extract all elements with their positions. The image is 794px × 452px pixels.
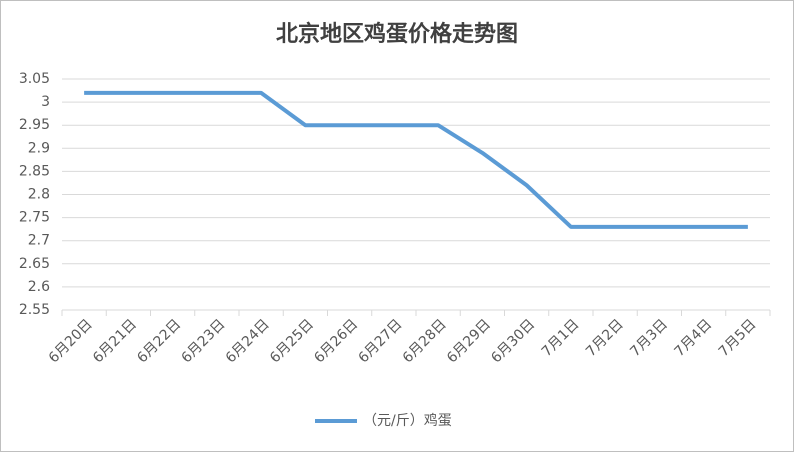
y-tick-label: 2.55 bbox=[19, 302, 50, 318]
chart-title: 北京地区鸡蛋价格走势图 bbox=[276, 21, 518, 47]
y-tick-label: 2.7 bbox=[28, 233, 50, 249]
y-tick-label: 2.95 bbox=[19, 117, 50, 133]
legend-label: （元/斤）鸡蛋 bbox=[363, 412, 452, 429]
y-tick-label: 2.75 bbox=[19, 210, 50, 226]
y-tick-label: 3 bbox=[41, 94, 50, 110]
y-tick-label: 2.8 bbox=[28, 187, 50, 203]
y-tick-label: 2.85 bbox=[19, 163, 50, 179]
y-tick-label: 2.9 bbox=[28, 140, 50, 156]
y-tick-label: 3.05 bbox=[19, 71, 50, 87]
y-tick-label: 2.65 bbox=[19, 256, 50, 272]
y-tick-label: 2.6 bbox=[28, 279, 50, 295]
line bbox=[84, 90, 748, 229]
